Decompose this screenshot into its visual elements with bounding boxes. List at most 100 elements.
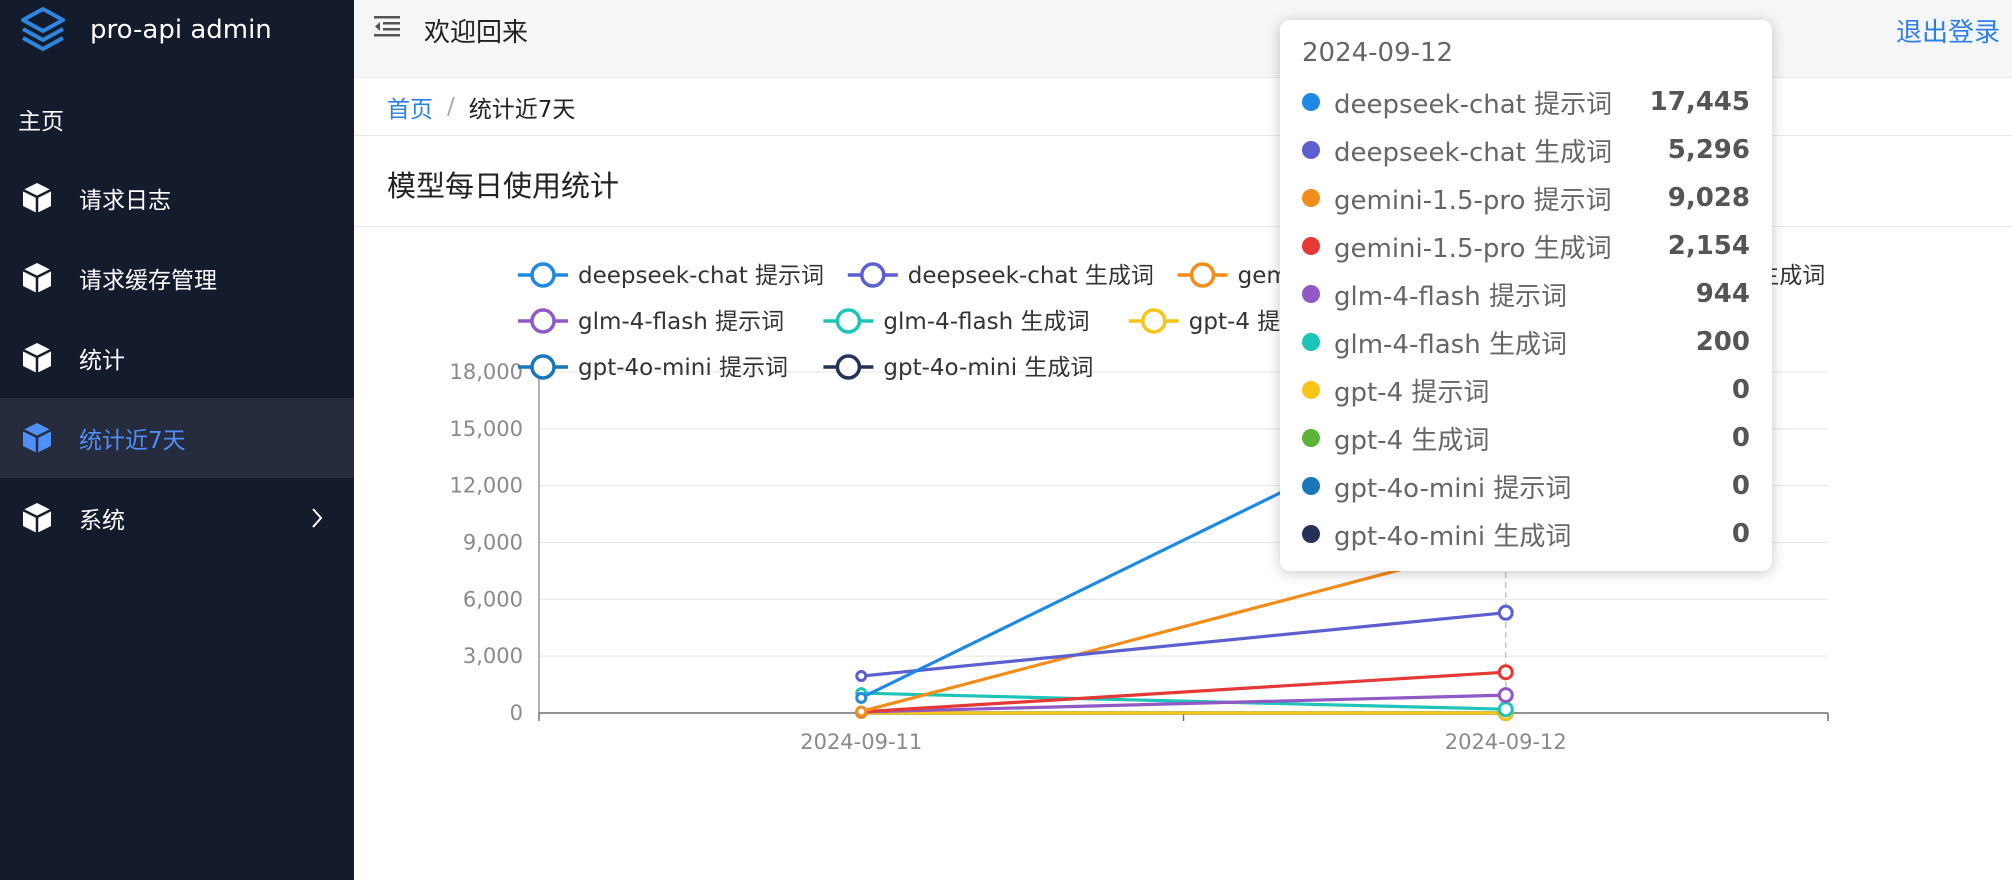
home-label[interactable]: 主页: [18, 109, 64, 135]
brand[interactable]: pro-api admin: [18, 4, 272, 56]
cube-icon: [22, 183, 52, 213]
y-tick-label: 9,000: [463, 531, 523, 555]
tooltip-row: gpt-4 提示词 0: [1302, 366, 1750, 414]
tooltip-series-name: deepseek-chat 提示词: [1334, 89, 1613, 120]
card-header: 模型每日使用统计: [354, 137, 2012, 227]
breadcrumb-home-link[interactable]: 首页: [387, 96, 433, 123]
sidebar-item-stats-7-days[interactable]: 统计近7天: [0, 398, 354, 478]
tooltip-row: glm-4-flash 生成词 200: [1302, 318, 1750, 366]
welcome-text: 欢迎回来: [424, 18, 529, 48]
legend-swatch-marker: [835, 354, 862, 380]
legend-swatch-marker: [860, 262, 886, 288]
y-tick-label: 12,000: [450, 474, 523, 498]
breadcrumb-current: 统计近7天: [468, 96, 576, 123]
tooltip-series-name: glm-4-flash 提示词: [1334, 281, 1567, 312]
series-color-dot: [1302, 525, 1320, 543]
legend-label: glm-4-flash 提示词: [578, 309, 784, 335]
legend-swatch-marker: [835, 308, 862, 334]
legend-swatch-marker: [530, 308, 556, 334]
tooltip-date: 2024-09-12: [1302, 38, 1454, 68]
series-color-dot: [1302, 333, 1320, 351]
tooltip-series-name: glm-4-flash 生成词: [1334, 329, 1567, 360]
tooltip-series-name: gpt-4 提示词: [1334, 377, 1490, 408]
legend-swatch-marker: [1141, 308, 1167, 334]
tooltip-row: deepseek-chat 提示词 17,445: [1302, 78, 1750, 126]
tooltip-series-name: gemini-1.5-pro 提示词: [1334, 185, 1612, 216]
legend-label: glm-4-flash 生成词: [883, 309, 1089, 335]
series-color-dot: [1302, 429, 1320, 447]
series-color-dot: [1302, 141, 1320, 159]
data-point: [1497, 604, 1514, 621]
data-point: [855, 691, 868, 704]
legend-label: gpt-4o-mini 提示词: [578, 355, 788, 381]
y-tick-label: 18,000: [450, 360, 523, 384]
tooltip-series-name: gpt-4o-mini 生成词: [1334, 521, 1572, 552]
x-tick-label: 2024-09-12: [1445, 730, 1567, 754]
sidebar-item-stats[interactable]: 统计: [0, 318, 354, 398]
breadcrumb-separator: /: [447, 93, 455, 120]
tooltip-series-value: 200: [1695, 327, 1750, 357]
y-tick-label: 6,000: [463, 587, 523, 611]
legend-label: deepseek-chat 提示词: [578, 263, 824, 289]
tooltip-series-value: 2,154: [1667, 231, 1750, 261]
logout-link[interactable]: 退出登录: [1895, 18, 2000, 48]
sidebar-item-label: 统计: [79, 348, 125, 374]
chart-tooltip: 2024-09-12 deepseek-chat 提示词 17,445 deepse…: [1280, 20, 1772, 571]
tooltip-row: gemini-1.5-pro 提示词 9,028: [1302, 174, 1750, 222]
tooltip-series-value: 5,296: [1667, 135, 1750, 165]
data-point: [1497, 664, 1514, 681]
cube-icon: [22, 263, 52, 293]
series-line: [861, 611, 1506, 678]
sidebar-menu: 请求日志 请求缓存管理 统计: [0, 158, 354, 558]
tooltip-row: gpt-4 生成词 0: [1302, 414, 1750, 462]
x-tick-label: 2024-09-11: [800, 730, 922, 754]
legend-label: deepseek-chat 生成词: [908, 263, 1154, 289]
sidebar: pro-api admin 主页 请求日志 请求缓存管理: [0, 0, 354, 880]
data-point: [1497, 701, 1514, 718]
data-point: [855, 670, 868, 683]
data-point: [1497, 687, 1514, 704]
stack-logo-icon: [21, 7, 65, 51]
menu-collapse-icon[interactable]: [372, 12, 402, 42]
tooltip-row: gpt-4o-mini 生成词 0: [1302, 510, 1750, 558]
tooltip-rows: deepseek-chat 提示词 17,445 deepseek-chat 生成词…: [1302, 78, 1750, 558]
sidebar-item-label: 统计近7天: [79, 428, 186, 454]
sidebar-item-request-log[interactable]: 请求日志: [0, 158, 354, 238]
tooltip-series-value: 17,445: [1649, 87, 1750, 117]
y-tick-label: 3,000: [463, 644, 523, 668]
series-line: [861, 691, 1506, 711]
cube-icon: [22, 423, 52, 453]
tooltip-series-name: gpt-4 生成词: [1334, 425, 1490, 456]
y-tick-label: 15,000: [450, 417, 523, 441]
series-color-dot: [1302, 93, 1320, 111]
tooltip-series-value: 0: [1731, 375, 1750, 405]
tooltip-series-value: 0: [1731, 519, 1750, 549]
series-line: [861, 670, 1506, 714]
series-color-dot: [1302, 237, 1320, 255]
tooltip-series-name: gpt-4o-mini 提示词: [1334, 473, 1572, 504]
series-color-dot: [1302, 189, 1320, 207]
sidebar-item-label: 请求日志: [79, 188, 171, 214]
card-title: 模型每日使用统计: [387, 169, 620, 203]
breadcrumb: 首页 / 统计近7天: [354, 78, 2012, 136]
legend-swatch-marker: [1189, 262, 1216, 288]
y-tick-label: 0: [510, 701, 523, 725]
tooltip-series-value: 944: [1695, 279, 1750, 309]
data-point: [855, 705, 868, 718]
tooltip-series-name: gemini-1.5-pro 生成词: [1334, 233, 1612, 264]
series-color-dot: [1302, 381, 1320, 399]
sidebar-item-cache-management[interactable]: 请求缓存管理: [0, 238, 354, 318]
series-color-dot: [1302, 285, 1320, 303]
tooltip-series-value: 9,028: [1667, 183, 1750, 213]
tooltip-series-name: deepseek-chat 生成词: [1334, 137, 1613, 168]
cube-icon: [22, 503, 52, 533]
cube-icon: [22, 343, 52, 373]
chevron-right-icon[interactable]: [310, 506, 324, 530]
tooltip-series-value: 0: [1731, 471, 1750, 501]
tooltip-series-value: 0: [1731, 423, 1750, 453]
sidebar-item-system[interactable]: 系统: [0, 478, 354, 558]
sidebar-item-label: 请求缓存管理: [79, 268, 217, 294]
tooltip-row: deepseek-chat 生成词 5,296: [1302, 126, 1750, 174]
legend-swatch-marker: [530, 354, 556, 380]
